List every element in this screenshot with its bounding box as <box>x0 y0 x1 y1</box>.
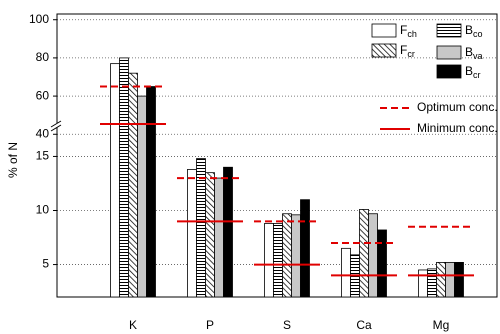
x-tick-label: P <box>206 318 214 332</box>
bar <box>282 213 292 298</box>
legend-swatch <box>436 23 462 38</box>
bar <box>359 209 369 298</box>
bar <box>264 223 274 298</box>
y-tick-label: 100 <box>29 12 49 26</box>
bar <box>196 158 206 298</box>
legend-label: Optimum conc. <box>417 100 498 114</box>
legend-label: Bva <box>465 45 483 61</box>
axis-break <box>50 120 62 128</box>
x-tick-label: Ca <box>356 318 372 332</box>
bar <box>223 166 233 298</box>
bar <box>445 261 455 298</box>
legend-label: Minimum conc. <box>417 121 498 135</box>
bar <box>300 199 310 298</box>
axis-break <box>50 124 62 132</box>
bar <box>214 177 224 298</box>
bar <box>377 229 387 298</box>
x-tick-label: S <box>283 318 291 332</box>
x-tick-label: Mg <box>433 318 450 332</box>
bar <box>436 261 446 298</box>
bar <box>291 214 301 298</box>
bar <box>273 223 283 298</box>
bar <box>110 63 120 298</box>
bar <box>341 247 351 298</box>
y-tick-label: 80 <box>36 50 50 64</box>
legend-label: Fcr <box>400 43 415 59</box>
bar <box>187 169 197 298</box>
legend-swatch <box>371 23 397 38</box>
y-tick-label: 15 <box>36 149 50 163</box>
legend-label: Bco <box>465 23 483 39</box>
x-tick-label: K <box>129 318 137 332</box>
bar <box>418 269 428 298</box>
legend-label: Bcr <box>465 64 481 80</box>
legend-swatch <box>371 43 397 58</box>
legend-label: Fch <box>400 23 417 39</box>
y-tick-label: 10 <box>36 203 50 217</box>
legend-swatch <box>436 45 462 60</box>
bar <box>146 86 156 298</box>
bar <box>128 72 138 298</box>
bar <box>427 268 437 298</box>
bar <box>119 57 129 298</box>
y-tick-label: 40 <box>36 126 50 140</box>
bar <box>368 213 378 298</box>
bar <box>205 172 215 298</box>
y-axis-label: % of N <box>6 142 20 178</box>
axis-break-gap <box>51 123 61 127</box>
legend-swatch <box>436 64 462 79</box>
y-tick-label: 60 <box>36 88 50 102</box>
y-tick-label: 5 <box>42 257 49 271</box>
bar <box>454 261 464 298</box>
bar <box>137 95 147 298</box>
